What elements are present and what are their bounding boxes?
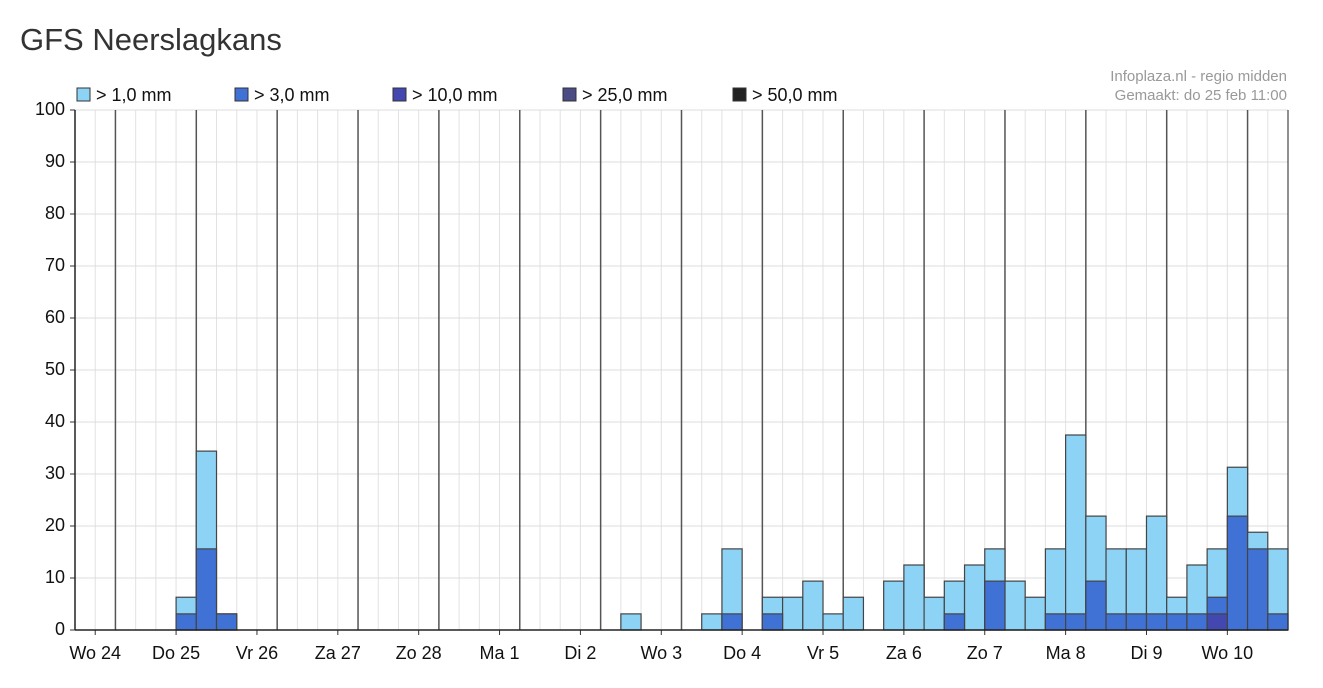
x-tick-label: Di 9 — [1130, 643, 1162, 663]
bar — [1125, 613, 1148, 631]
source: Infoplaza.nl - regio midden — [1110, 68, 1287, 85]
x-tick-label: Wo 24 — [69, 643, 121, 663]
y-tick-label: 10 — [45, 567, 65, 587]
x-tick-label: Ma 1 — [480, 643, 520, 663]
legend-label: > 50,0 mm — [752, 85, 838, 105]
bar — [1024, 596, 1047, 631]
bar — [1267, 613, 1289, 631]
bar — [1186, 613, 1208, 631]
y-tick-label: 20 — [45, 515, 65, 535]
x-tick-label: Vr 26 — [236, 643, 278, 663]
x-tick-label: Di 2 — [564, 643, 596, 663]
y-tick-label: 70 — [45, 255, 65, 275]
x-tick-label: Do 4 — [723, 643, 761, 663]
bar — [195, 548, 218, 631]
y-tick-label: 60 — [45, 307, 65, 327]
legend-label: > 10,0 mm — [412, 85, 498, 105]
bar — [620, 613, 642, 631]
bar — [923, 596, 945, 631]
x-tick-label: Za 6 — [886, 643, 922, 663]
legend-label: > 1,0 mm — [96, 85, 172, 105]
bar — [1085, 580, 1107, 631]
x-tick-label: Za 27 — [315, 643, 361, 663]
legend-label: > 3,0 mm — [254, 85, 330, 105]
bar — [1246, 548, 1269, 631]
legend-swatch — [562, 87, 577, 102]
legend-label: > 25,0 mm — [582, 85, 668, 105]
legend-swatch — [234, 87, 249, 102]
bar — [1065, 434, 1087, 631]
x-tick-label: Wo 10 — [1201, 643, 1253, 663]
y-tick-label: 50 — [45, 359, 65, 379]
bar — [1145, 613, 1168, 631]
bar — [1206, 613, 1228, 631]
x-tick-label: Zo 28 — [396, 643, 442, 663]
legend-swatch — [732, 87, 747, 102]
y-tick-label: 30 — [45, 463, 65, 483]
bar — [175, 613, 197, 631]
bar — [761, 613, 784, 631]
bar — [1105, 613, 1127, 631]
bar — [1065, 613, 1087, 631]
y-tick-label: 80 — [45, 203, 65, 223]
chart-title: GFS Neerslagkans — [20, 22, 282, 57]
bar — [1044, 613, 1067, 631]
bar — [903, 564, 925, 631]
bar — [883, 580, 905, 631]
bar — [984, 580, 1006, 631]
made-note: Gemaakt: do 25 feb 11:00 — [1115, 87, 1287, 104]
legend-swatch — [392, 87, 407, 102]
y-tick-label: 90 — [45, 151, 65, 171]
bar — [802, 580, 824, 631]
legend-swatch — [76, 87, 91, 102]
bar — [215, 613, 238, 631]
bar — [781, 596, 804, 631]
x-tick-label: Vr 5 — [807, 643, 839, 663]
bar — [943, 613, 966, 631]
bar — [701, 613, 723, 631]
bar — [1166, 613, 1188, 631]
bar — [721, 613, 743, 631]
y-tick-label: 100 — [35, 99, 65, 119]
bar — [1004, 580, 1026, 631]
x-tick-label: Ma 8 — [1046, 643, 1086, 663]
y-tick-label: 0 — [55, 619, 65, 639]
bar — [963, 564, 986, 631]
x-tick-label: Zo 7 — [967, 643, 1003, 663]
bar — [822, 613, 844, 631]
y-tick-label: 40 — [45, 411, 65, 431]
bar — [1145, 515, 1168, 631]
x-tick-label: Do 25 — [152, 643, 200, 663]
bar — [842, 596, 865, 631]
x-tick-label: Wo 3 — [640, 643, 682, 663]
bar — [1226, 515, 1249, 631]
